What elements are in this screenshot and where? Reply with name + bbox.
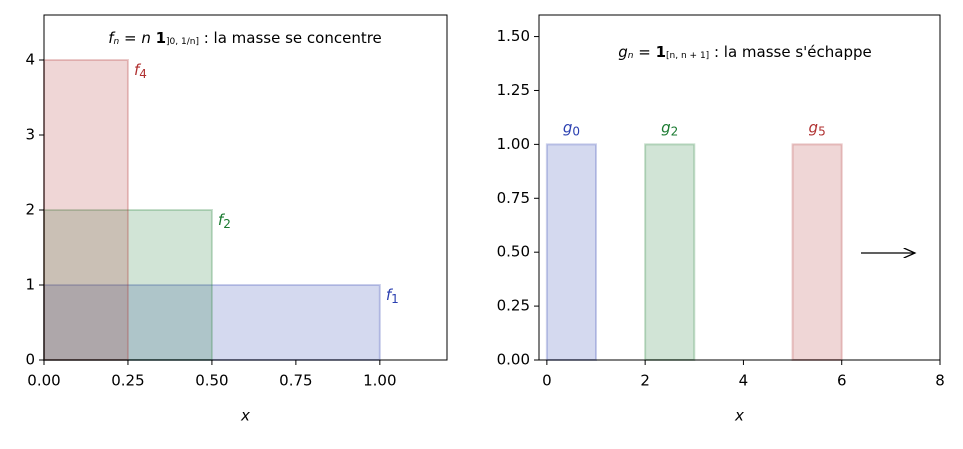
label-name: f bbox=[134, 61, 142, 79]
bar bbox=[791, 143, 843, 361]
label-name: f bbox=[218, 211, 226, 229]
y-tick-label: 0.00 bbox=[497, 351, 530, 369]
annotation-part: n bbox=[113, 37, 119, 47]
y-tick-label: 3 bbox=[25, 126, 35, 144]
annotation-part: n bbox=[628, 51, 634, 61]
y-tick-label: 2 bbox=[25, 201, 35, 219]
x-tick-label: 8 bbox=[935, 372, 945, 390]
y-tick-label: 0.75 bbox=[497, 189, 530, 207]
label-name: g bbox=[563, 118, 573, 136]
annotation: gn = 1[n, n + 1] : la masse s'échappe bbox=[618, 43, 872, 61]
annotation-part: : la masse se concentre bbox=[199, 29, 382, 47]
x-tick-label: 6 bbox=[837, 372, 847, 390]
bar-label: g5 bbox=[809, 118, 826, 138]
annotation-part: : la masse s'échappe bbox=[709, 43, 872, 61]
y-tick-label: 0 bbox=[25, 351, 35, 369]
label-index: 2 bbox=[223, 217, 231, 231]
axes-frame bbox=[538, 14, 941, 361]
x-tick-label: 1.00 bbox=[363, 372, 396, 390]
y-tick-label: 0.50 bbox=[497, 243, 530, 261]
x-tick-label: 0.25 bbox=[111, 372, 144, 390]
annotation: fn = n 1]0, 1/n] : la masse se concentre bbox=[108, 29, 382, 47]
bar bbox=[644, 143, 696, 361]
bar-label: f2 bbox=[218, 211, 231, 231]
annotation-part: = bbox=[119, 29, 141, 47]
label-name: f bbox=[386, 286, 394, 304]
bar-label: g0 bbox=[563, 118, 580, 138]
x-tick-label: 0 bbox=[542, 372, 552, 390]
x-tick-label: 0.00 bbox=[27, 372, 60, 390]
annotation-part: f bbox=[108, 29, 116, 47]
y-tick-label: 0.25 bbox=[497, 297, 530, 315]
x-tick-label: 0.50 bbox=[195, 372, 228, 390]
y-tick-label: 1.25 bbox=[497, 81, 530, 99]
label-name: g bbox=[661, 118, 671, 136]
y-tick-label: 1.00 bbox=[497, 135, 530, 153]
bar bbox=[43, 59, 129, 361]
annotation-part: = bbox=[634, 43, 656, 61]
annotation-part: n bbox=[141, 29, 155, 47]
bar-label: f4 bbox=[134, 61, 147, 81]
label-index: 1 bbox=[391, 292, 399, 306]
label-index: 4 bbox=[139, 67, 147, 81]
bar-label: g2 bbox=[661, 118, 678, 138]
axes-frame bbox=[43, 14, 448, 361]
y-tick-label: 1.50 bbox=[497, 27, 530, 45]
label-index: 5 bbox=[818, 124, 826, 138]
bar bbox=[545, 143, 598, 361]
bar bbox=[43, 209, 213, 361]
x-axis-label: x bbox=[240, 407, 250, 425]
x-tick-label: 2 bbox=[640, 372, 650, 390]
annotation-part: 1 bbox=[656, 43, 666, 61]
x-axis-label: x bbox=[734, 407, 744, 425]
label-name: g bbox=[809, 118, 819, 136]
label-index: 2 bbox=[671, 124, 679, 138]
y-tick-label: 4 bbox=[25, 51, 35, 69]
annotation-part: [n, n + 1] bbox=[666, 51, 709, 61]
bar bbox=[43, 284, 381, 361]
y-tick-label: 1 bbox=[25, 276, 35, 294]
annotation-part: g bbox=[618, 43, 628, 61]
label-index: 0 bbox=[572, 124, 580, 138]
x-tick-label: 4 bbox=[739, 372, 749, 390]
annotation-part: ]0, 1/n] bbox=[166, 37, 199, 47]
annotation-part: 1 bbox=[156, 29, 166, 47]
bar-label: f1 bbox=[386, 286, 399, 306]
x-tick-label: 0.75 bbox=[279, 372, 312, 390]
